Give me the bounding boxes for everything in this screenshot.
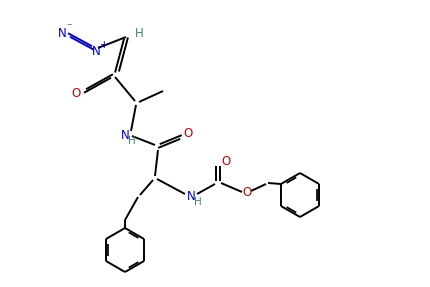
Text: H: H xyxy=(134,26,143,40)
Text: ⁻: ⁻ xyxy=(66,22,71,32)
Text: N: N xyxy=(92,44,100,57)
Text: O: O xyxy=(221,154,230,168)
Text: N: N xyxy=(120,129,129,141)
Text: O: O xyxy=(71,86,80,100)
Text: +: + xyxy=(99,40,108,50)
Text: H: H xyxy=(194,197,201,207)
Text: O: O xyxy=(242,185,251,199)
Text: N: N xyxy=(186,189,195,203)
Text: O: O xyxy=(183,127,192,139)
Text: N: N xyxy=(58,26,66,40)
Text: H: H xyxy=(128,136,135,146)
